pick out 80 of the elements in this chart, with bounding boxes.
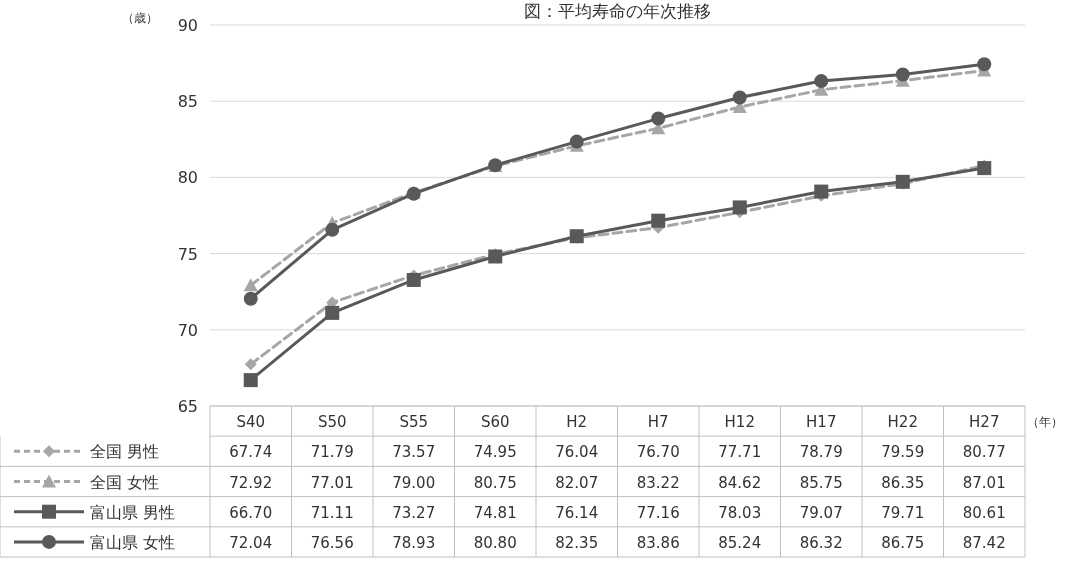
data-label: 76.04 (555, 443, 599, 462)
data-label: 73.27 (392, 503, 436, 522)
data-label: 79.00 (392, 473, 436, 492)
x-tick-label: S60 (480, 413, 510, 432)
data-label: 76.14 (555, 503, 599, 522)
data-label: 87.42 (962, 533, 1006, 552)
data-label: 86.32 (799, 533, 843, 552)
point (977, 57, 992, 72)
point (977, 161, 992, 176)
data-label: 79.71 (881, 503, 925, 522)
x-tick-label: S55 (399, 413, 429, 432)
legend-label: 全国 男性 (90, 442, 160, 462)
point (732, 200, 747, 215)
x-tick-label: H17 (806, 413, 837, 432)
point (895, 67, 910, 82)
data-label: 76.70 (636, 443, 680, 462)
x-tick-label: H22 (887, 413, 918, 432)
data-label: 80.80 (473, 533, 517, 552)
point (651, 111, 666, 126)
data-label: 83.86 (636, 533, 680, 552)
data-label: 66.70 (229, 503, 273, 522)
data-label: 82.35 (555, 533, 599, 552)
point (243, 278, 258, 292)
x-axis-title: （年） (1027, 415, 1063, 429)
data-label: 72.92 (229, 473, 273, 492)
x-tick-label: H12 (724, 413, 755, 432)
data-label: 78.93 (392, 533, 436, 552)
point (325, 222, 340, 237)
data-label: 71.79 (310, 443, 354, 462)
data-label: 86.35 (881, 473, 925, 492)
point (325, 305, 340, 320)
legend-label: 全国 女性 (90, 472, 160, 492)
data-label: 85.75 (799, 473, 843, 492)
data-label: 84.62 (718, 473, 762, 492)
point (732, 90, 747, 105)
point (814, 74, 829, 89)
data-label: 73.57 (392, 443, 436, 462)
data-label: 71.11 (310, 503, 354, 522)
data-label: 74.81 (473, 503, 517, 522)
data-label: 80.61 (962, 503, 1006, 522)
chart-title: 図：平均寿命の年次推移 (524, 1, 711, 21)
y-tick-label: 85 (177, 92, 198, 112)
point (243, 373, 258, 388)
point (814, 184, 829, 199)
data-label: 79.59 (881, 443, 925, 462)
data-label: 80.77 (962, 443, 1006, 462)
data-label: 76.56 (310, 533, 354, 552)
y-tick-label: 70 (177, 320, 198, 340)
y-tick-label: 90 (177, 16, 198, 35)
data-label: 82.07 (555, 473, 599, 492)
y-tick-label: 75 (177, 244, 198, 264)
data-label: 78.03 (718, 503, 762, 522)
y-tick-label: 65 (177, 397, 198, 416)
x-tick-label: H2 (566, 413, 588, 432)
x-tick-label: H7 (647, 413, 669, 432)
data-label: 79.07 (799, 503, 843, 522)
data-label: 87.01 (962, 473, 1006, 492)
point (406, 272, 421, 287)
data-label: 86.75 (881, 533, 925, 552)
legend-label: 富山県 男性 (90, 502, 176, 522)
data-label: 85.24 (718, 533, 762, 552)
data-label: 80.75 (473, 473, 517, 492)
data-label: 74.95 (473, 443, 517, 462)
y-axis-title: （歳） (122, 11, 158, 25)
point (651, 213, 666, 228)
point (243, 291, 258, 306)
x-tick-label: S50 (317, 413, 347, 432)
data-label: 67.74 (229, 443, 273, 462)
data-label: 78.79 (799, 443, 843, 462)
data-label: 77.16 (636, 503, 680, 522)
point (244, 358, 257, 371)
data-label: 77.71 (718, 443, 762, 462)
legend-label: 富山県 女性 (90, 532, 176, 552)
y-tick-label: 80 (177, 168, 198, 188)
x-tick-label: H27 (969, 413, 1000, 432)
data-label: 83.22 (636, 473, 680, 492)
point (569, 134, 584, 149)
data-label: 77.01 (310, 473, 354, 492)
data-label: 72.04 (229, 533, 273, 552)
x-tick-label: S40 (236, 413, 266, 432)
